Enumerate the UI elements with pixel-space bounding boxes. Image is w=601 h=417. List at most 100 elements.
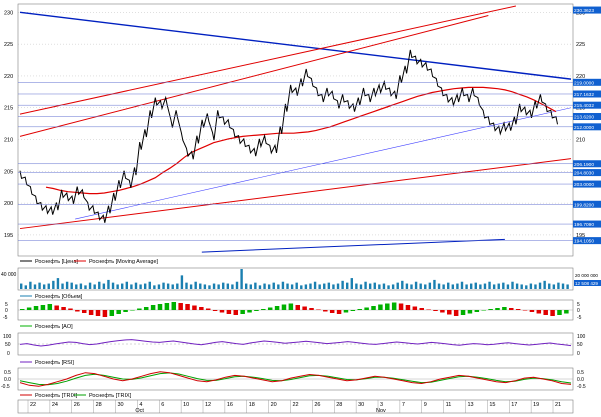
ao-bar [509,308,514,310]
volume-bar [88,282,92,289]
volume-bar [130,284,133,289]
price-level-flag [573,101,601,109]
rsi-line [19,339,572,347]
trix-right-label-bottom: -0.5 [577,384,586,390]
trix-right-label-top: 0.5 [577,370,584,376]
volume-bar [428,282,432,289]
x-tick-label: 28 [96,402,102,408]
x-tick-label: 3 [380,402,383,408]
volume-bar [258,285,262,289]
ao-bar [267,307,273,310]
ao-bar [40,305,46,310]
volume-bar [222,282,225,289]
volume-bar [139,284,142,289]
ao-left-label-mid: 0 [5,308,8,314]
volume-bar [304,284,308,289]
volume-bar [189,284,193,289]
volume-bar [176,283,179,289]
ao-bar [233,310,239,315]
ao-bar [185,304,190,310]
ao-bar [226,310,232,314]
lower-channel-line [19,158,572,230]
volume-bar [543,280,546,289]
price-level-flag-label: 203.0000 [574,182,594,188]
y-tick-label-left: 205 [4,169,13,175]
ao-right-label-bottom: -5 [577,315,582,321]
ao-bar [288,303,294,310]
ao-bar [364,307,369,310]
volume-legend-label: Роснефть [Объем] [35,294,83,300]
price-level-flag-label: 199.8200 [574,202,594,208]
ao-bar [529,310,535,312]
x-tick-label: 10 [183,402,189,408]
rsi-left-label-top: 100 [3,334,12,340]
volume-bar [263,283,266,289]
ao-bar [474,310,480,312]
ao-left-label-bottom: -5 [3,315,8,321]
ao-bar [453,310,459,316]
volume-bar [460,281,464,289]
x-tick-label: 22 [293,402,299,408]
volume-bar [538,282,542,289]
trix-legend-label: Роснефть [TRIX] [35,393,78,399]
volume-bar [281,281,285,289]
volume-bar [65,281,69,289]
volume-bar [277,284,280,289]
y-tick-label-left: 215 [4,106,13,112]
volume-bar [410,284,413,289]
volume-bar [56,278,60,289]
volume-bar [249,284,252,289]
ao-bar [130,310,135,311]
volume-bar [492,284,496,289]
rsi-left-label-mid: 50 [5,342,11,348]
ao-bar [378,304,383,310]
volume-bar [300,285,303,289]
volume-bar [341,280,344,289]
volume-bar [561,283,565,289]
x-tick-label: 24 [52,402,58,408]
volume-top-label: 40 000 [1,272,17,278]
price-level-flag [573,180,601,188]
ao-bar [47,304,53,310]
volume-bar [548,283,551,289]
ao-bar [33,306,39,310]
x-month-label: Nov [376,408,386,414]
upper-channel-line [19,5,517,115]
descending-trendline [19,11,572,80]
trix-right-label-mid: 0.0 [577,377,584,383]
volume-bar [557,282,560,289]
volume-bar [52,280,55,289]
volume-bar [84,285,87,289]
volume-bar [515,283,519,289]
volume-bar [442,284,445,289]
volume-bar [254,282,257,289]
x-tick-label: 16 [227,402,233,408]
trix-left-label-mid: 0.0 [4,377,11,383]
volume-bar [525,285,528,289]
volume-bar [125,281,129,289]
price-level-flag-label: 230.3623 [574,8,594,14]
y-tick-label-left: 195 [4,233,13,239]
price-series-line [19,49,558,223]
price-level-flag-label: 217.1632 [574,92,594,98]
ao-bar [212,310,218,311]
ao-bar [54,305,59,310]
volume-right-label-1: 20 000 000 [575,273,598,278]
volume-bar [199,283,202,289]
price-legend: Роснефть [Цена] Роснефть [Moving Average… [20,259,159,265]
ao-bar [522,310,528,311]
volume-bar [231,284,234,289]
volume-bar [373,282,376,289]
ao-bar [447,310,452,315]
price-level-flag-label: 204.8030 [574,171,594,177]
ao-right-label-top: 5 [577,302,580,308]
ao-bar [143,307,149,310]
trix-signal-line [19,372,572,386]
x-tick-label: 30 [358,402,364,408]
ao-bar [240,310,245,314]
ao-bar [316,309,321,310]
x-tick-label: 6 [161,402,164,408]
ao-bar [536,310,542,314]
ao-bar [302,306,307,310]
